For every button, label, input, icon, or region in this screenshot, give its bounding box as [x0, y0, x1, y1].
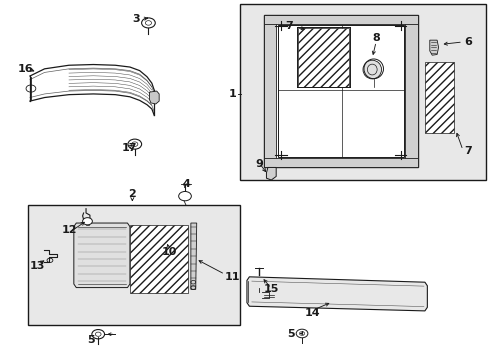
Polygon shape: [277, 25, 404, 157]
Polygon shape: [190, 223, 196, 289]
Polygon shape: [74, 223, 130, 288]
Text: 15: 15: [263, 284, 279, 294]
Bar: [27, 205, 239, 325]
Bar: [424, 62, 453, 134]
Text: 17: 17: [122, 143, 138, 153]
Text: 5: 5: [87, 334, 95, 345]
Text: 8: 8: [371, 33, 379, 43]
Text: 4: 4: [182, 179, 189, 189]
Circle shape: [82, 218, 92, 225]
Bar: [130, 225, 188, 293]
Polygon shape: [429, 40, 438, 55]
Polygon shape: [149, 91, 159, 104]
Text: 7: 7: [285, 21, 293, 31]
Text: 9: 9: [255, 159, 263, 169]
Bar: [239, 4, 485, 180]
Circle shape: [178, 192, 191, 201]
Polygon shape: [264, 15, 417, 167]
Polygon shape: [264, 15, 417, 24]
Polygon shape: [405, 15, 417, 167]
Text: 16: 16: [17, 64, 33, 74]
Text: 11: 11: [224, 272, 240, 282]
Bar: [298, 28, 348, 87]
Text: 13: 13: [29, 261, 45, 271]
Text: 5: 5: [286, 329, 294, 339]
Polygon shape: [266, 167, 276, 180]
Polygon shape: [264, 158, 417, 167]
Ellipse shape: [362, 60, 381, 79]
Text: 6: 6: [463, 37, 471, 47]
Text: 3: 3: [132, 14, 140, 24]
Text: 12: 12: [61, 225, 77, 235]
Polygon shape: [264, 15, 276, 167]
Text: 7: 7: [463, 146, 471, 156]
Text: 1: 1: [228, 89, 236, 99]
Text: 2: 2: [128, 189, 136, 199]
Text: 10: 10: [161, 247, 176, 257]
Text: 14: 14: [305, 308, 320, 318]
Polygon shape: [246, 277, 427, 311]
